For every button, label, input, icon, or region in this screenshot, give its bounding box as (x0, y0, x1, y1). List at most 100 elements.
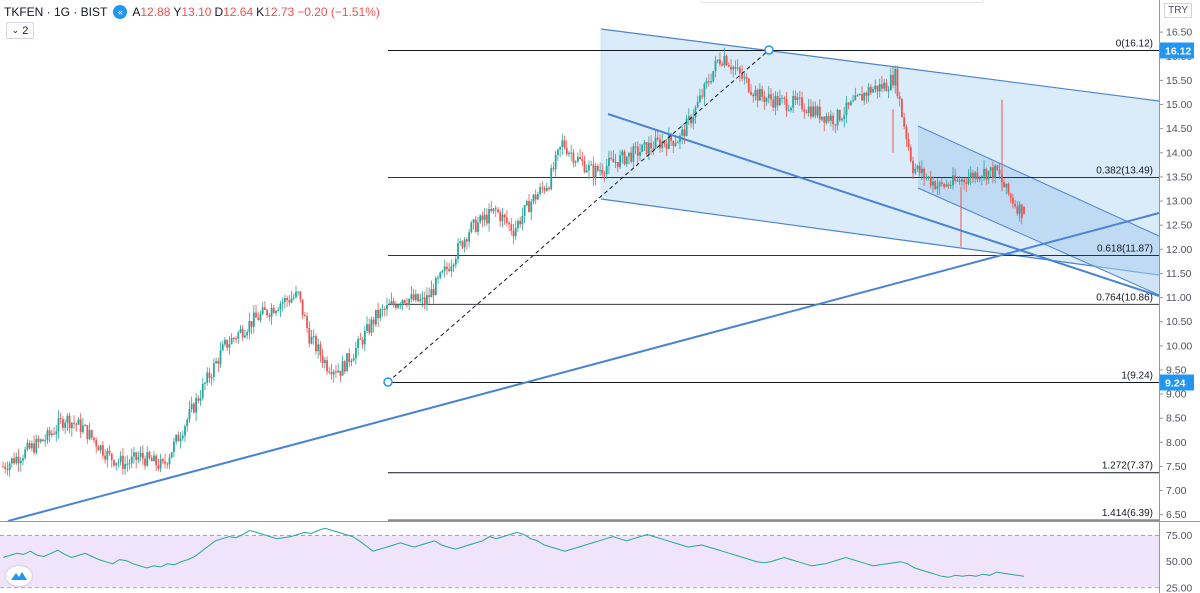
candle-body (579, 157, 581, 160)
candle-body (927, 176, 930, 178)
candle-body (721, 64, 724, 66)
candle-body (292, 297, 295, 299)
close-label: K (256, 5, 265, 19)
candle-body (963, 179, 965, 183)
candle-body (175, 434, 178, 442)
candle-body (676, 141, 679, 144)
double-chevron-left-icon[interactable]: « (113, 5, 128, 19)
candle-body (750, 91, 752, 95)
candle-body (410, 294, 413, 299)
currency-badge[interactable]: TRY (1164, 3, 1192, 18)
candle-body (199, 398, 202, 401)
candle-body (130, 456, 133, 464)
candle-body (570, 152, 573, 154)
candle-body (257, 317, 260, 321)
candle-body (925, 177, 928, 179)
candle-body (283, 297, 286, 303)
candle-body (119, 455, 122, 462)
candle-body (204, 382, 206, 384)
candle-body (412, 294, 415, 300)
candle-body (332, 371, 335, 375)
candle-body (26, 443, 29, 450)
candle-body (960, 179, 963, 182)
candle-body (272, 307, 275, 314)
candle-body (996, 165, 999, 170)
candle-body (854, 95, 857, 101)
candle-body (343, 361, 346, 372)
candle-body (778, 97, 781, 106)
candle-body (295, 291, 297, 298)
candle-body (485, 214, 488, 224)
candle-body (44, 440, 47, 442)
candle-body (519, 220, 522, 225)
y-tick-label: 13.00 (1166, 196, 1192, 208)
candle-body (470, 222, 473, 233)
candle-body (852, 100, 854, 102)
open-value: 12.88 (140, 5, 171, 19)
candle-body (95, 440, 98, 447)
tradingview-logo-icon[interactable] (6, 566, 32, 586)
candle-body (710, 81, 712, 83)
candle-body (505, 217, 508, 223)
candle-body (881, 84, 883, 89)
candle-body (377, 309, 380, 319)
candle-body (776, 96, 779, 106)
candle-body (303, 314, 306, 317)
candle-body (126, 463, 129, 465)
candle-body (550, 168, 553, 190)
candle-body (736, 67, 739, 69)
candle-body (237, 332, 240, 339)
candle-body (918, 165, 921, 174)
candle-body (656, 137, 659, 140)
candle-body (28, 443, 31, 449)
candle-body (357, 338, 360, 348)
candle-body (497, 209, 499, 213)
candle-body (79, 419, 82, 432)
candle-body (785, 98, 788, 111)
candle-body (319, 344, 322, 356)
rsi-series-line (2, 527, 1025, 578)
y-tick-label: 13.50 (1166, 171, 1192, 183)
candle-body (84, 425, 87, 427)
candle-body (423, 297, 426, 305)
y-tick-label: 11.50 (1166, 268, 1192, 280)
candle-body (77, 419, 80, 425)
candle-body (195, 398, 198, 413)
candle-body (124, 464, 126, 469)
candle-body (636, 146, 639, 156)
candle-body (787, 110, 790, 112)
candle-body (574, 161, 577, 163)
candle-body (232, 338, 235, 340)
candle-body (1020, 204, 1023, 219)
candle-body (645, 142, 648, 155)
candle-body (783, 97, 786, 99)
candle-body (408, 298, 411, 305)
candle-body (430, 289, 433, 298)
candle-body (936, 186, 939, 189)
candle-body (330, 372, 333, 375)
candle-body (310, 336, 313, 344)
indicator-collapse-button[interactable]: ⌄ 2 (6, 22, 34, 39)
inner-channel-top (917, 125, 1160, 237)
candle-body (474, 219, 477, 232)
candle-body (472, 219, 475, 223)
candle-body (752, 94, 755, 97)
candle-body (810, 106, 812, 117)
candle-body (552, 168, 555, 170)
candle-body (876, 85, 879, 92)
candle-body (825, 115, 828, 123)
candle-body (39, 439, 42, 442)
candle-body (494, 208, 497, 210)
candle-body (363, 330, 366, 345)
candle-body (15, 456, 18, 464)
candle-body (958, 180, 961, 182)
candle-body (386, 304, 388, 310)
top-toolbar-stub (700, 0, 984, 3)
candle-body (561, 140, 564, 147)
candle-body (177, 434, 180, 442)
candle-body (35, 438, 38, 453)
falling-trendline (607, 113, 1160, 297)
candle-body (827, 115, 830, 121)
